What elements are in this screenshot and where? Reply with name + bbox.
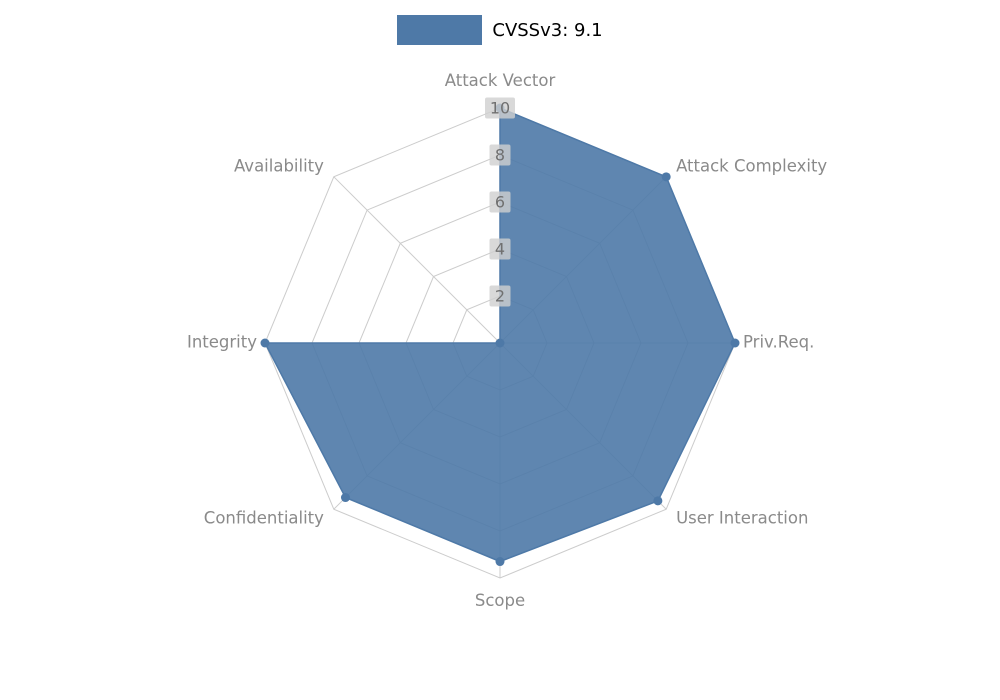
data-point-dot (495, 557, 505, 567)
axis-label-integrity: Integrity (187, 333, 257, 352)
tick-label-bg (489, 238, 511, 260)
data-point-dot (260, 338, 270, 348)
tick-label-bg (489, 285, 511, 307)
tick-label-bg (489, 144, 511, 166)
axis-spoke (333, 176, 501, 344)
data-point-dot (730, 338, 740, 348)
data-point-dot (661, 172, 671, 182)
tick-label: 2 (495, 287, 505, 306)
axis-label-scope: Scope (475, 591, 525, 610)
legend-swatch-icon (397, 15, 483, 45)
axis-label-attack-vector: Attack Vector (445, 71, 556, 90)
data-point-dot (495, 338, 505, 348)
axis-label-user-interaction: User Interaction (676, 509, 808, 528)
tick-label-bg (489, 191, 511, 213)
tick-label: 10 (490, 99, 510, 118)
tick-label: 4 (495, 240, 505, 259)
legend: CVSSv3: 9.1 (0, 15, 1000, 45)
axis-label-priv-req: Priv.Req. (743, 333, 814, 352)
axis-label-confidentiality: Confidentiality (204, 509, 324, 528)
legend-label: CVSSv3: 9.1 (492, 19, 603, 41)
axis-label-availability: Availability (234, 156, 324, 175)
axis-label-attack-complexity: Attack Complexity (676, 156, 827, 175)
data-point-dot (653, 496, 663, 506)
tick-label-bg (485, 97, 515, 119)
tick-label: 8 (495, 146, 505, 165)
data-point-dot (340, 493, 350, 503)
tick-label: 6 (495, 193, 505, 212)
